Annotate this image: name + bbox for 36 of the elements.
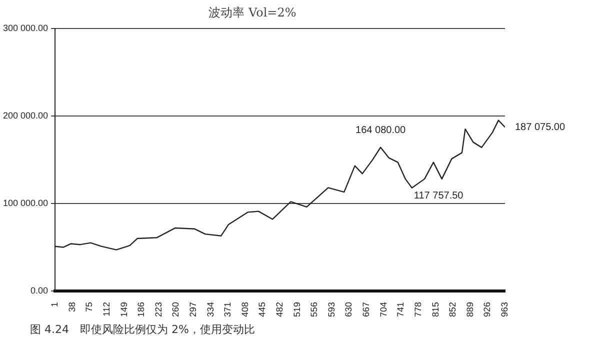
x-tick-label: 297 xyxy=(188,302,198,318)
x-tick-label: 149 xyxy=(118,302,129,318)
x-tick-label: 482 xyxy=(274,302,285,318)
x-tick-label: 889 xyxy=(464,302,475,318)
x-tick-label: 1 xyxy=(50,302,60,307)
y-tick-label: 200 000.00 xyxy=(2,110,48,120)
x-tick-label: 704 xyxy=(378,302,388,318)
x-tick-label: 334 xyxy=(205,302,216,318)
x-tick-label: 223 xyxy=(153,302,164,318)
x-tick-label: 38 xyxy=(66,302,77,312)
y-tick-label: 100 000.00 xyxy=(2,198,48,208)
y-tick-label: 0.00 xyxy=(30,285,48,296)
annotation: 164 080.00 xyxy=(356,125,406,136)
annotation: 187 075.00 xyxy=(515,122,566,133)
x-tick-label: 926 xyxy=(482,302,492,318)
x-tick-label: 408 xyxy=(240,302,250,318)
x-tick-label: 75 xyxy=(84,302,94,312)
x-tick-label: 556 xyxy=(309,302,320,318)
annotation: 117 757.50 xyxy=(414,190,464,202)
x-tick-label: 815 xyxy=(430,302,440,318)
x-tick-label: 260 xyxy=(170,302,181,318)
x-tick-label: 778 xyxy=(412,302,423,318)
x-tick-label: 852 xyxy=(448,302,458,318)
x-tick-label: 445 xyxy=(257,302,268,318)
x-tick-label: 112 xyxy=(101,302,112,316)
x-tick-label: 593 xyxy=(326,302,336,318)
x-tick-label: 186 xyxy=(136,302,146,318)
x-tick-label: 371 xyxy=(222,302,233,318)
x-tick-label: 963 xyxy=(499,302,510,318)
x-tick-label: 519 xyxy=(292,302,302,318)
caption: 图 4.24 即使风险比例仅为 2%，使用变动比 xyxy=(30,322,255,337)
x-tick-label: 630 xyxy=(344,302,354,318)
chart-title: 波动率 Vol=2% xyxy=(208,5,296,20)
x-tick-label: 667 xyxy=(361,302,372,318)
x-tick-label: 741 xyxy=(396,302,406,318)
y-tick-label: 300 000.00 xyxy=(2,22,48,33)
